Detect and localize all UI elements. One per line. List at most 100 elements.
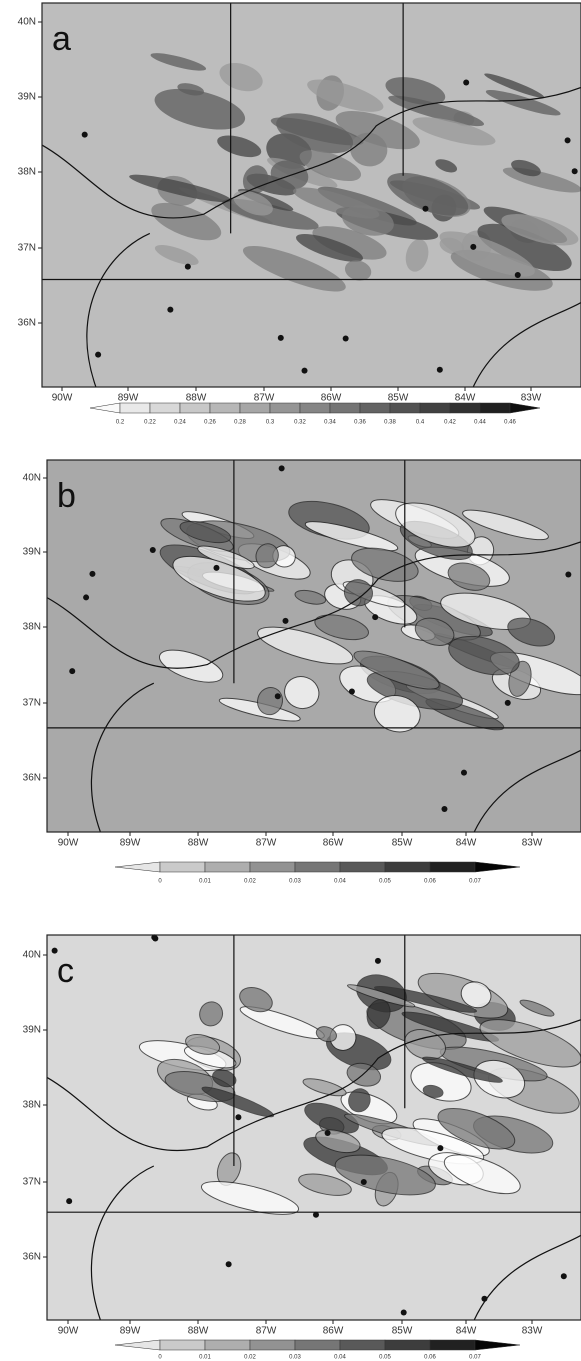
colorbar-label: 0.32: [294, 420, 306, 426]
colorbar-cell: [160, 862, 205, 872]
colorbar-label: 0.42: [444, 420, 456, 426]
spot: [95, 352, 101, 358]
spot: [152, 935, 158, 941]
colorbar-cell: [430, 1340, 475, 1350]
colorbar-cell: [120, 403, 150, 413]
colorbar-cell: [205, 862, 250, 872]
colorbar-label: 0.01: [199, 879, 211, 885]
lon-label: 87W: [254, 393, 275, 404]
colorbar-label: 0.22: [144, 420, 156, 426]
colorbar-label: 0.04: [334, 1355, 346, 1361]
spot: [278, 335, 284, 341]
colorbar-label: 0: [158, 1355, 162, 1361]
lat-label: 38N: [23, 622, 41, 633]
colorbar-label: 0.2: [116, 420, 125, 426]
lat-label: 40N: [18, 17, 36, 28]
spot: [375, 958, 381, 964]
colorbar-label: 0.01: [199, 1355, 211, 1361]
lon-label: 86W: [321, 393, 342, 404]
lat-label: 38N: [23, 1100, 41, 1111]
lon-label: 85W: [388, 393, 409, 404]
colorbar-cell: [90, 403, 120, 413]
spot: [470, 244, 476, 250]
spot: [343, 336, 349, 342]
lon-label: 90W: [52, 393, 73, 404]
spot: [66, 1198, 72, 1204]
spot: [226, 1261, 232, 1267]
lat-label: 37N: [23, 1177, 41, 1188]
colorbar-label: 0.28: [234, 420, 246, 426]
figure: a40N39N38N37N36N90W89W88W87W86W85W84W83W…: [0, 0, 581, 1361]
colorbar-cell: [240, 403, 270, 413]
lat-label: 36N: [23, 773, 41, 784]
colorbar-label: 0.46: [504, 420, 516, 426]
lon-label: 90W: [58, 838, 79, 849]
colorbar-cell: [180, 403, 210, 413]
spot: [302, 368, 308, 374]
colorbar-label: 0.02: [244, 1355, 256, 1361]
page: {"panels": [ {"label": "a", "lat_labels"…: [0, 0, 581, 1361]
spot: [461, 770, 467, 776]
colorbar-cell: [270, 403, 300, 413]
colorbar-cell: [420, 403, 450, 413]
colorbar-cell: [250, 862, 295, 872]
spot: [83, 594, 89, 600]
lat-label: 36N: [23, 1252, 41, 1263]
lon-label: 89W: [120, 1326, 141, 1337]
lon-label: 85W: [392, 1326, 413, 1337]
colorbar-cell: [340, 1340, 385, 1350]
colorbar-label: 0.04: [334, 879, 346, 885]
spot: [282, 618, 288, 624]
spot: [372, 614, 378, 620]
colorbar-cell: [150, 403, 180, 413]
colorbar-cell: [430, 862, 475, 872]
colorbar-cell: [475, 1340, 520, 1350]
spot: [167, 307, 173, 313]
spot: [463, 80, 469, 86]
map-panel: a40N39N38N37N36N90W89W88W87W86W85W84W83W…: [18, 3, 581, 426]
colorbar-cell: [390, 403, 420, 413]
colorbar-label: 0.05: [379, 879, 391, 885]
colorbar-cell: [385, 862, 430, 872]
lon-label: 83W: [522, 838, 543, 849]
colorbar-cell: [450, 403, 480, 413]
spot: [572, 168, 578, 174]
spot: [437, 1145, 443, 1151]
lat-label: 39N: [23, 547, 41, 558]
spot: [235, 1114, 241, 1120]
lat-label: 39N: [18, 92, 36, 103]
spot: [185, 264, 191, 270]
colorbar-cell: [295, 862, 340, 872]
spot: [275, 693, 281, 699]
colorbar-cell: [115, 1340, 160, 1350]
panel-label: b: [57, 477, 76, 515]
colorbar-cell: [300, 403, 330, 413]
spot: [515, 272, 521, 278]
lat-label: 40N: [23, 473, 41, 484]
lon-label: 89W: [120, 838, 141, 849]
colorbar-cell: [115, 862, 160, 872]
lon-label: 84W: [456, 838, 477, 849]
colorbar-cell: [330, 403, 360, 413]
spot: [561, 1273, 567, 1279]
colorbar-cell: [360, 403, 390, 413]
lon-label: 90W: [58, 1326, 79, 1337]
spot: [401, 1310, 407, 1316]
spot: [89, 571, 95, 577]
spot: [361, 1179, 367, 1185]
colorbar-label: 0.44: [474, 420, 486, 426]
colorbar-label: 0.06: [424, 879, 436, 885]
lon-label: 88W: [188, 838, 209, 849]
colorbar-cell: [385, 1340, 430, 1350]
colorbar-label: 0.05: [379, 1355, 391, 1361]
colorbar-cell: [160, 1340, 205, 1350]
colorbar-label: 0.36: [354, 420, 366, 426]
lon-label: 86W: [323, 838, 344, 849]
lat-label: 38N: [18, 167, 36, 178]
lat-label: 37N: [18, 243, 36, 254]
lat-label: 37N: [23, 698, 41, 709]
colorbar-cell: [205, 1340, 250, 1350]
colorbar-cell: [295, 1340, 340, 1350]
